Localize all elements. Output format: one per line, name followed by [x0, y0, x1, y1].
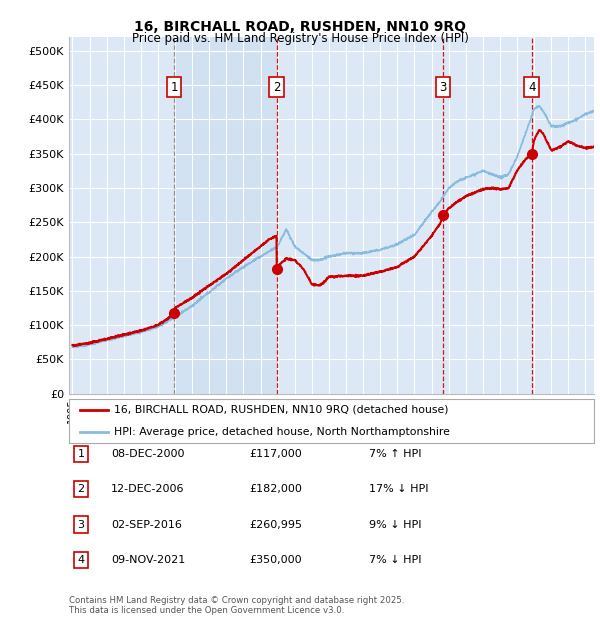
Text: 1: 1 [170, 81, 178, 94]
Text: £350,000: £350,000 [249, 555, 302, 565]
Text: 3: 3 [77, 520, 85, 529]
Text: £260,995: £260,995 [249, 520, 302, 529]
Text: Price paid vs. HM Land Registry's House Price Index (HPI): Price paid vs. HM Land Registry's House … [131, 32, 469, 45]
Text: Contains HM Land Registry data © Crown copyright and database right 2025.
This d: Contains HM Land Registry data © Crown c… [69, 596, 404, 615]
Text: 7% ↑ HPI: 7% ↑ HPI [369, 449, 421, 459]
Text: 2: 2 [77, 484, 85, 494]
Text: HPI: Average price, detached house, North Northamptonshire: HPI: Average price, detached house, Nort… [113, 427, 449, 437]
Text: 4: 4 [77, 555, 85, 565]
Text: 3: 3 [439, 81, 446, 94]
Text: 12-DEC-2006: 12-DEC-2006 [111, 484, 185, 494]
Text: 2: 2 [273, 81, 281, 94]
Text: 08-DEC-2000: 08-DEC-2000 [111, 449, 185, 459]
Text: £182,000: £182,000 [249, 484, 302, 494]
Text: 9% ↓ HPI: 9% ↓ HPI [369, 520, 421, 529]
Text: 1: 1 [77, 449, 85, 459]
Bar [174, 37, 277, 394]
Text: 16, BIRCHALL ROAD, RUSHDEN, NN10 9RQ: 16, BIRCHALL ROAD, RUSHDEN, NN10 9RQ [134, 20, 466, 35]
Text: £117,000: £117,000 [249, 449, 302, 459]
Text: 09-NOV-2021: 09-NOV-2021 [111, 555, 185, 565]
Text: 7% ↓ HPI: 7% ↓ HPI [369, 555, 421, 565]
Text: 4: 4 [528, 81, 536, 94]
Text: 02-SEP-2016: 02-SEP-2016 [111, 520, 182, 529]
Text: 17% ↓ HPI: 17% ↓ HPI [369, 484, 428, 494]
Text: 16, BIRCHALL ROAD, RUSHDEN, NN10 9RQ (detached house): 16, BIRCHALL ROAD, RUSHDEN, NN10 9RQ (de… [113, 405, 448, 415]
